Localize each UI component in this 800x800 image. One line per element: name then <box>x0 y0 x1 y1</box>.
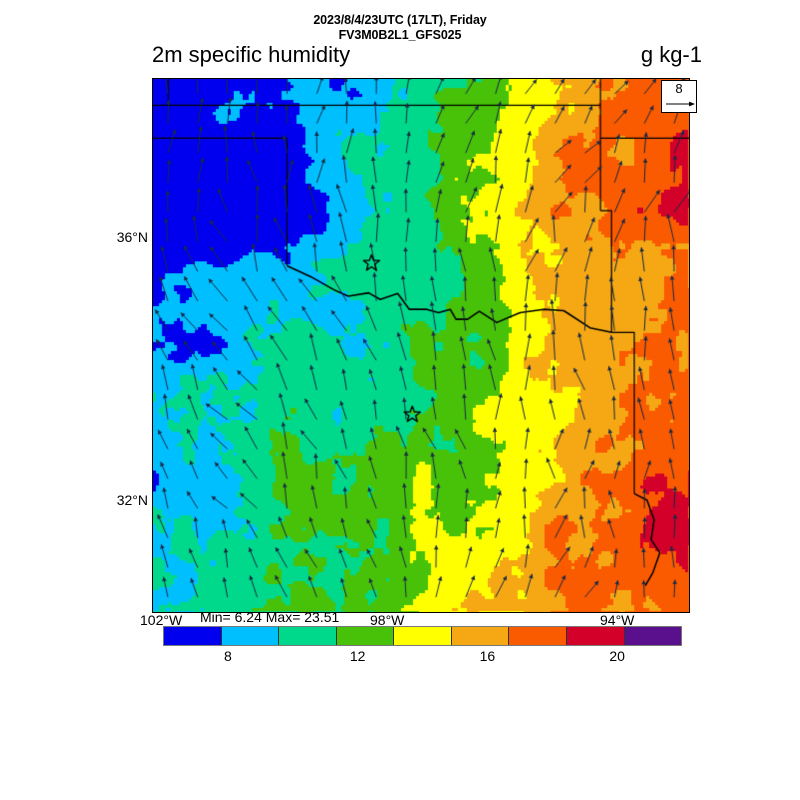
colorbar-tick-8: 8 <box>223 648 232 664</box>
colorbar-segment-3 <box>336 627 395 645</box>
colorbar-segment-4 <box>394 627 452 645</box>
min-max-stats: Min= 6.24 Max= 23.51 <box>200 609 340 625</box>
colorbar-segment-0 <box>164 627 222 645</box>
wind-reference-arrow-icon <box>666 101 695 107</box>
wind-vector-key: 8 <box>661 80 697 113</box>
colorbar-tick-20: 20 <box>609 648 625 664</box>
colorbar-tick-12: 12 <box>349 648 366 664</box>
map-plot-area[interactable] <box>152 78 690 613</box>
units-label: g kg-1 <box>640 42 702 67</box>
colorbar-segment-2 <box>279 627 337 645</box>
lon-tick-label-98w: 98°W <box>370 612 405 628</box>
colorbar-tick-16: 16 <box>479 648 496 664</box>
humidity-heatmap-canvas <box>153 79 689 612</box>
header-model-id: FV3M0B2L1_GFS025 <box>338 28 462 42</box>
lat-tick-label-36n: 36°N <box>116 229 148 245</box>
colorbar-segment-1 <box>221 627 280 645</box>
colorbar-tick-labels: 8 12 16 20 <box>163 648 682 668</box>
lon-tick-label-102w: 102°W <box>140 612 183 628</box>
lat-tick-label-32n: 32°N <box>116 492 148 508</box>
colorbar[interactable] <box>163 626 682 646</box>
colorbar-segment-5 <box>451 627 510 645</box>
colorbar-segment-7 <box>566 627 625 645</box>
page-title: 2m specific humidity <box>152 42 351 67</box>
wind-key-value: 8 <box>675 81 683 96</box>
colorbar-segment-8 <box>624 627 682 645</box>
header-datetime: 2023/8/4/23UTC (17LT), Friday <box>313 13 487 27</box>
colorbar-segment-6 <box>509 627 567 645</box>
lon-tick-label-94w: 94°W <box>600 612 635 628</box>
